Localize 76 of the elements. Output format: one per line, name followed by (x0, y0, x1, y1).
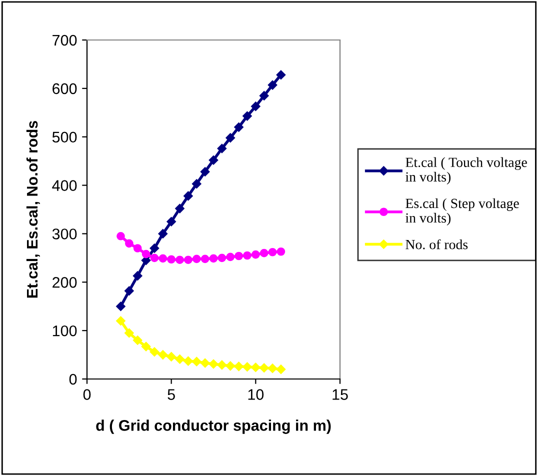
point (158, 229, 168, 238)
point (150, 347, 160, 357)
x-tick-label: 15 (332, 389, 348, 400)
point (243, 251, 252, 260)
point (192, 356, 202, 366)
point (158, 254, 168, 263)
point (192, 254, 201, 264)
point (150, 244, 160, 253)
point (132, 336, 142, 345)
x-tick-label: 10 (248, 389, 264, 400)
point (142, 250, 150, 258)
point (234, 362, 244, 372)
point (251, 362, 260, 372)
point (268, 364, 278, 373)
point (184, 256, 192, 264)
point (192, 179, 202, 188)
point (167, 255, 176, 264)
point (175, 354, 184, 364)
legend-label: Es.cal ( Step voltage in volts) (406, 198, 519, 226)
point (276, 364, 286, 374)
point (184, 356, 193, 366)
point (252, 250, 260, 259)
legend-label: No. of rods (406, 239, 468, 250)
point (234, 122, 244, 132)
point (242, 111, 252, 121)
point (209, 254, 218, 263)
point (226, 252, 235, 262)
y-tick-label: 300 (52, 228, 77, 240)
point (175, 204, 184, 214)
point (141, 342, 151, 352)
point (226, 133, 235, 142)
point (226, 361, 235, 371)
point (166, 352, 176, 362)
y-tick-label: 0 (69, 374, 77, 385)
y-axis-title: Et.cal, Es.cal, No.of rods (26, 120, 40, 298)
point (260, 248, 268, 258)
y-tick-label: 700 (52, 34, 77, 46)
point (176, 256, 184, 264)
point (208, 359, 218, 369)
point (217, 144, 227, 154)
point (251, 102, 260, 111)
point (150, 254, 159, 262)
point (158, 350, 168, 360)
point (200, 254, 210, 264)
point (116, 316, 126, 326)
legend-label: Et.cal ( Touch voltage in volts) (406, 157, 527, 184)
y-tick-label: 500 (52, 132, 77, 143)
x-tick-label: 5 (168, 389, 175, 400)
point (217, 360, 227, 370)
point (276, 247, 286, 256)
point (259, 363, 269, 372)
point (268, 248, 277, 256)
point (166, 216, 176, 226)
x-axis-title: d ( Grid conductor spacing in m) (96, 420, 331, 434)
y-tick-label: 400 (52, 180, 77, 191)
point (200, 358, 210, 368)
point (200, 167, 210, 176)
point (132, 271, 142, 280)
point (116, 302, 126, 311)
point (124, 286, 134, 296)
point (184, 191, 193, 201)
point (116, 232, 125, 240)
x-tick-label: 0 (83, 389, 91, 400)
point (276, 70, 286, 80)
point (133, 244, 142, 252)
point (234, 252, 243, 260)
point (218, 254, 226, 262)
y-tick-label: 100 (52, 325, 77, 336)
point (268, 80, 278, 90)
y-tick-label: 600 (52, 83, 77, 94)
y-tick-label: 200 (52, 277, 77, 288)
point (125, 239, 134, 248)
point (242, 362, 252, 372)
point (124, 328, 134, 338)
point (208, 155, 218, 165)
point (259, 91, 269, 100)
